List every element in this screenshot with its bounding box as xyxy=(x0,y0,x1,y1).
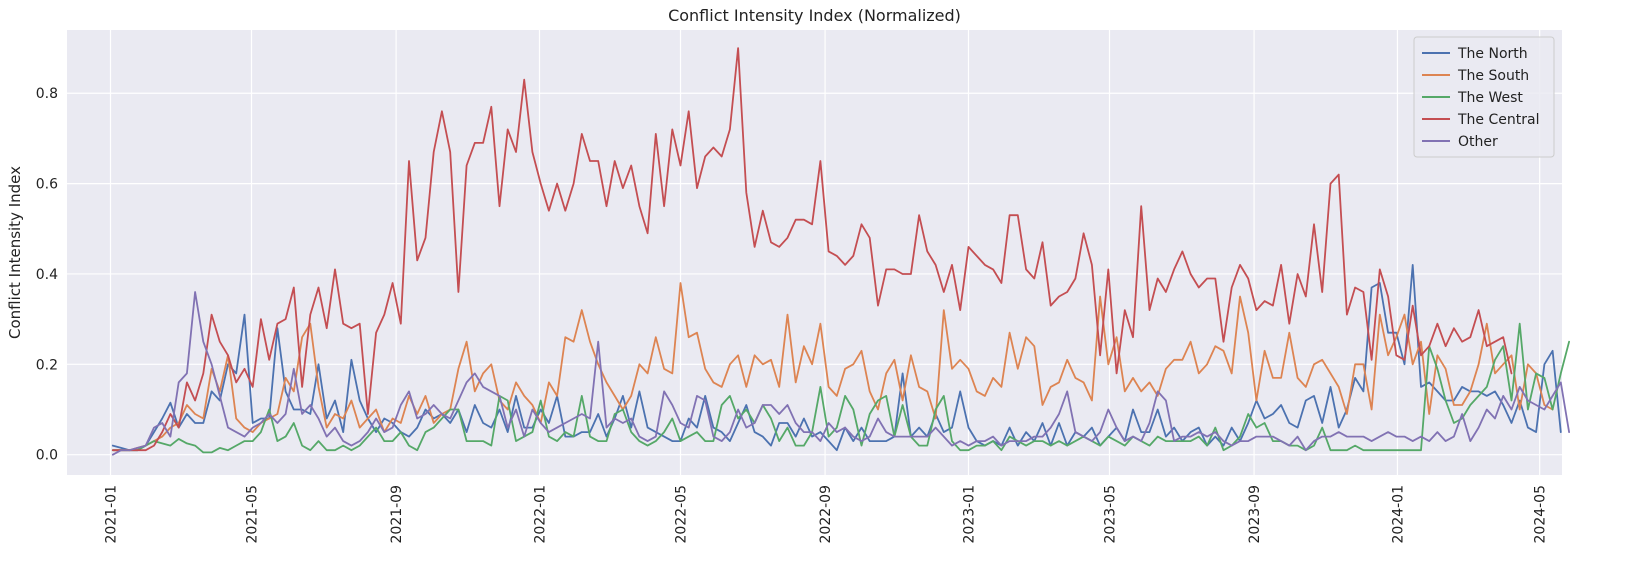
y-axis-ticks: 0.0 0.2 0.4 0.6 0.8 xyxy=(36,86,58,463)
x-tick-label: 2022-01 xyxy=(532,485,548,544)
legend[interactable]: The North The South The West The Central Oth… xyxy=(1413,36,1555,158)
y-tick-label: 0.4 xyxy=(36,267,58,283)
y-tick-label: 0.6 xyxy=(36,177,58,193)
series-line-the-north xyxy=(111,263,1562,452)
y-axis-label: Conflict Intensity Index xyxy=(6,166,24,339)
series-line-the-west xyxy=(111,322,1570,454)
series-lines xyxy=(111,47,1570,456)
legend-label: The North xyxy=(1457,46,1528,62)
legend-label: The West xyxy=(1457,90,1523,106)
y-tick-label: 0.2 xyxy=(36,357,58,373)
legend-label: Other xyxy=(1458,134,1498,150)
legend-label: The South xyxy=(1457,68,1529,84)
x-tick-label: 2022-09 xyxy=(818,485,834,544)
legend-label: The Central xyxy=(1457,112,1539,128)
x-tick-label: 2021-05 xyxy=(245,485,261,544)
x-tick-label: 2023-05 xyxy=(1103,485,1119,544)
x-tick-label: 2021-09 xyxy=(389,485,405,544)
series-line-the-central xyxy=(111,47,1513,452)
plot-area xyxy=(67,30,1562,475)
series-line-the-south xyxy=(111,282,1554,452)
x-axis-ticks: 2021-01 2021-05 2021-09 2022-01 2022-05 2022-… xyxy=(103,485,1548,544)
x-tick-label: 2022-05 xyxy=(674,485,690,544)
x-tick-label: 2023-01 xyxy=(961,485,977,544)
chart-title: Conflict Intensity Index (Normalized) xyxy=(668,6,961,25)
x-tick-label: 2021-01 xyxy=(103,485,119,544)
x-tick-label: 2024-01 xyxy=(1390,485,1406,544)
legend-box xyxy=(1413,36,1555,158)
x-tick-label: 2024-05 xyxy=(1533,485,1549,544)
series-line-other xyxy=(111,291,1570,456)
y-tick-label: 0.8 xyxy=(36,86,58,102)
y-tick-label: 0.0 xyxy=(36,448,58,464)
x-tick-label: 2023-09 xyxy=(1247,485,1263,544)
